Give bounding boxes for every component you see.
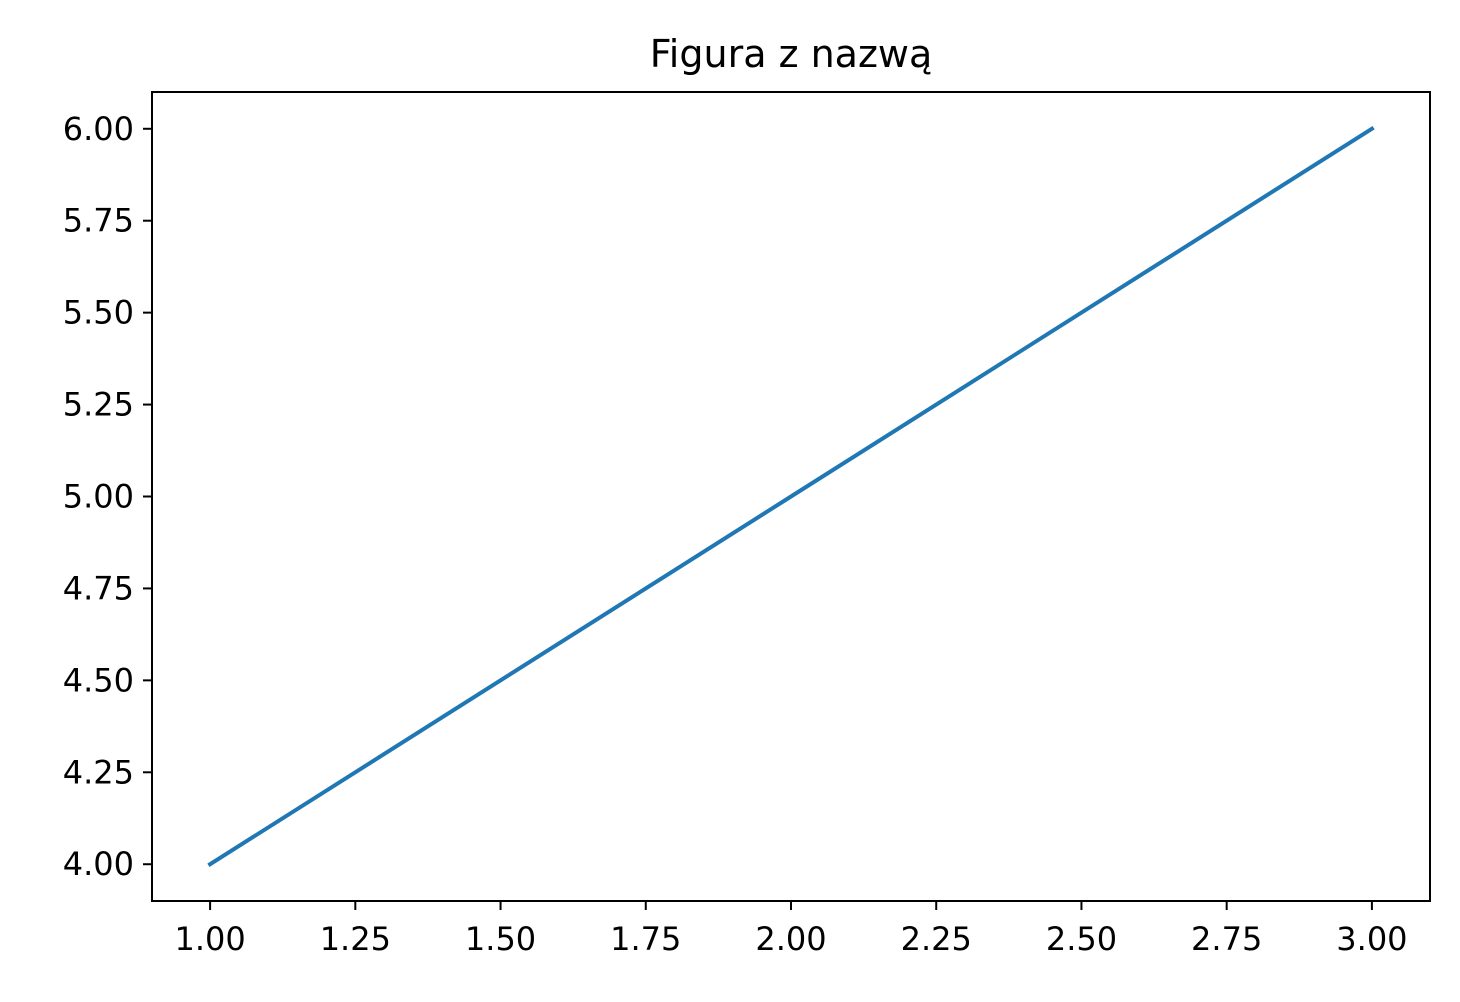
y-tick-label: 4.75 [63,569,134,607]
plot-area [207,126,1375,867]
y-tick-label: 6.00 [63,110,134,148]
y-tick-label: 4.50 [63,661,134,699]
x-tick-label: 2.75 [1191,920,1262,958]
y-tick-label: 4.25 [63,753,134,791]
y-tick-label: 5.50 [63,294,134,332]
x-axis: 1.00 1.25 1.50 1.75 2.00 2.25 2.50 2.75 3.00 [174,901,1408,958]
x-tick-label: 1.75 [610,920,681,958]
series-line-0 [207,126,1375,867]
x-tick-label: 1.50 [465,920,536,958]
y-tick-label: 5.25 [63,386,134,424]
y-tick-label: 4.00 [63,845,134,883]
x-tick-label: 2.50 [1046,920,1117,958]
chart-title: Figura z nazwą [650,32,933,76]
y-tick-label: 5.75 [63,202,134,240]
y-tick-label: 5.00 [63,478,134,516]
x-tick-label: 3.00 [1336,920,1407,958]
y-axis: 4.00 4.25 4.50 4.75 5.00 5.25 5.50 5.75 6.00 [63,110,152,883]
x-tick-label: 2.00 [755,920,826,958]
axes-frame [151,91,1431,902]
x-tick-label: 2.25 [901,920,972,958]
x-tick-label: 1.25 [320,920,391,958]
x-tick-label: 1.00 [174,920,245,958]
